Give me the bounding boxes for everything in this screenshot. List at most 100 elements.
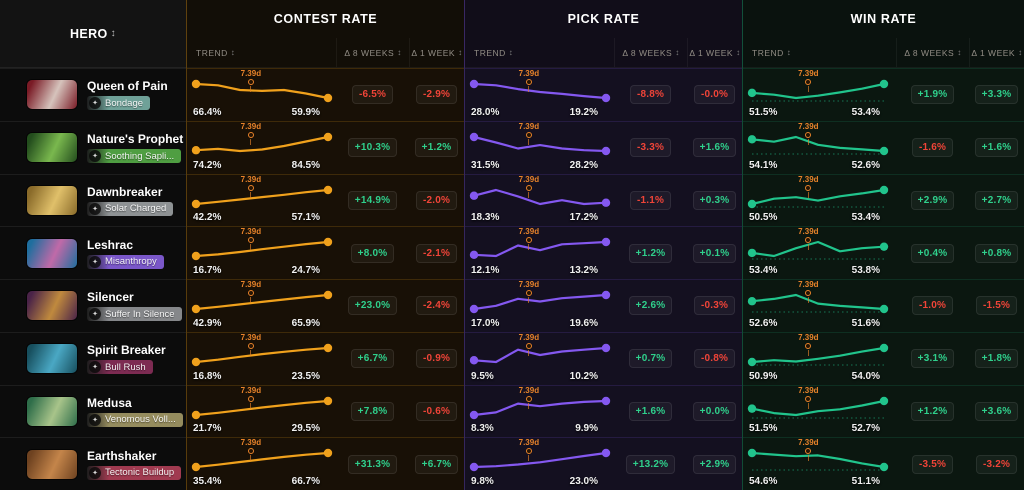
pick-trend-chart[interactable]: 7.39d 17.0% 19.6%	[465, 279, 614, 332]
pick-trend-chart[interactable]: 7.39d 9.8% 23.0%	[465, 437, 614, 490]
delta-badge: +2.7%	[974, 190, 1019, 210]
hero-cell[interactable]: Earthshaker ✦ Tectonic Buildup	[0, 437, 186, 490]
facet-badge: ✦ Tectonic Buildup	[87, 465, 182, 480]
contest-trend-chart[interactable]: 7.39d 66.4% 59.9%	[187, 68, 336, 121]
patch-dot-icon	[805, 395, 812, 402]
patch-marker: 7.39d	[519, 281, 539, 303]
win-delta-8w-cell: +1.2%	[896, 384, 969, 438]
hero-cell[interactable]: Queen of Pain ✦ Bondage	[0, 68, 186, 121]
hero-cell[interactable]: Dawnbreaker ✦ Solar Charged	[0, 173, 186, 227]
trend-start-value: 51.5%	[749, 106, 778, 118]
pick-trend-chart[interactable]: 7.39d 12.1% 13.2%	[465, 226, 614, 279]
hero-info: Dawnbreaker ✦ Solar Charged	[87, 185, 174, 216]
win-rate-cells: 7.39d 54.1% 52.6% -1.6% +1.6%	[742, 120, 1024, 174]
win-trend-chart[interactable]: 7.39d 50.9% 54.0%	[743, 331, 896, 385]
table-row[interactable]: Nature's Prophet ✦ Soothing Sapli... 7.3…	[0, 120, 1024, 174]
sparkline	[747, 449, 889, 472]
column-header-trend[interactable]: TREND ↕	[196, 47, 236, 58]
contest-trend-chart[interactable]: 7.39d 42.9% 65.9%	[187, 279, 336, 332]
delta-badge: -8.8%	[629, 85, 672, 105]
hero-cell[interactable]: Medusa ✦ Venomous Voll...	[0, 384, 186, 438]
win-trend-chart[interactable]: 7.39d 51.5% 53.4%	[743, 68, 896, 121]
patch-marker: 7.39d	[519, 333, 539, 356]
facet-icon: ✦	[89, 361, 101, 374]
contest-trend-chart[interactable]: 7.39d 21.7% 29.5%	[187, 384, 336, 438]
column-header-delta-1-week[interactable]: Δ 1 WEEK ↕	[687, 38, 742, 67]
patch-dot-icon	[247, 342, 254, 349]
trend-end-value: 13.2%	[569, 265, 598, 276]
table-row[interactable]: Silencer ✦ Suffer In Silence 7.39d 42.9%…	[0, 279, 1024, 332]
win-rate-cells: 7.39d 51.5% 52.7% +1.2% +3.6%	[742, 384, 1024, 438]
contest-trend-chart[interactable]: 7.39d 16.7% 24.7%	[187, 226, 336, 279]
hero-column-label: HERO	[69, 26, 108, 41]
hero-portrait	[27, 80, 77, 110]
hero-cell[interactable]: Leshrac ✦ Misanthropy	[0, 226, 186, 279]
column-header-delta-8-weeks[interactable]: Δ 8 WEEKS ↕	[896, 38, 969, 67]
pick-rate-cells: 7.39d 17.0% 19.6% +2.6% -0.3%	[464, 279, 742, 332]
pick-delta-8w-cell: +1.2%	[614, 226, 687, 279]
facet-badge: ✦ Bondage	[87, 96, 151, 111]
hero-cell[interactable]: Spirit Breaker ✦ Bull Rush	[0, 331, 186, 385]
contest-delta-8w-cell: +14.9%	[336, 173, 409, 227]
win-trend-chart[interactable]: 7.39d 54.1% 52.6%	[743, 120, 896, 174]
pick-delta-8w-cell: +0.7%	[614, 331, 687, 385]
pick-trend-chart[interactable]: 7.39d 18.3% 17.2%	[465, 173, 614, 227]
contest-trend-chart[interactable]: 7.39d 74.2% 84.5%	[187, 120, 336, 174]
table-row[interactable]: Dawnbreaker ✦ Solar Charged 7.39d 42.2% …	[0, 173, 1024, 227]
sort-icon: ↕	[786, 48, 792, 57]
trend-start-value: 66.4%	[193, 106, 222, 118]
table-row[interactable]: Spirit Breaker ✦ Bull Rush 7.39d 16.8% 2…	[0, 331, 1024, 385]
pick-trend-chart[interactable]: 7.39d 31.5% 28.2%	[465, 120, 614, 174]
win-trend-chart[interactable]: 7.39d 50.5% 53.4%	[743, 173, 896, 227]
trend-end-value: 9.9%	[575, 423, 598, 435]
contest-rate-cells: 7.39d 16.7% 24.7% +8.0% -2.1%	[186, 226, 464, 279]
delta-badge: +6.7%	[414, 454, 459, 474]
sort-icon: ↕	[736, 48, 741, 57]
trend-end-value: 52.6%	[851, 159, 880, 171]
contest-rate-cells: 7.39d 16.8% 23.5% +6.7% -0.9%	[186, 331, 464, 385]
column-header-trend[interactable]: TREND ↕	[752, 47, 792, 58]
patch-dot-icon	[247, 184, 254, 191]
hero-cell[interactable]: Silencer ✦ Suffer In Silence	[0, 279, 186, 332]
column-header-delta-1-week[interactable]: Δ 1 WEEK ↕	[969, 38, 1024, 67]
pick-trend-chart[interactable]: 7.39d 28.0% 19.2%	[465, 68, 614, 121]
table-row[interactable]: Medusa ✦ Venomous Voll... 7.39d 21.7% 29…	[0, 384, 1024, 438]
column-header-trend[interactable]: TREND ↕	[474, 47, 514, 58]
pick-rate-cells: 7.39d 9.5% 10.2% +0.7% -0.8%	[464, 331, 742, 385]
win-trend-chart[interactable]: 7.39d 54.6% 51.1%	[743, 437, 896, 490]
contest-trend-chart[interactable]: 7.39d 16.8% 23.5%	[187, 331, 336, 385]
patch-tick	[807, 138, 809, 145]
win-trend-chart[interactable]: 7.39d 53.4% 53.8%	[743, 226, 896, 279]
column-header-delta-1-week[interactable]: Δ 1 WEEK ↕	[409, 38, 464, 67]
patch-marker: 7.39d	[241, 439, 261, 462]
patch-marker: 7.39d	[241, 175, 261, 198]
table-row[interactable]: Leshrac ✦ Misanthropy 7.39d 16.7% 24.7%	[0, 226, 1024, 279]
win-trend-chart[interactable]: 7.39d 52.6% 51.6%	[743, 279, 896, 332]
hero-cell[interactable]: Nature's Prophet ✦ Soothing Sapli...	[0, 120, 186, 174]
hero-portrait	[27, 185, 77, 215]
trend-end-value: 24.7%	[291, 265, 320, 276]
contest-delta-8w-cell: +31.3%	[336, 437, 409, 490]
pick-trend-chart[interactable]: 7.39d 9.5% 10.2%	[465, 331, 614, 385]
patch-dot-icon	[525, 342, 532, 349]
contest-trend-chart[interactable]: 7.39d 42.2% 57.1%	[187, 173, 336, 227]
trend-end-value: 65.9%	[291, 317, 320, 329]
patch-dot-icon	[525, 184, 532, 191]
table-row[interactable]: Earthshaker ✦ Tectonic Buildup 7.39d 35.…	[0, 437, 1024, 490]
hero-name: Nature's Prophet	[87, 132, 184, 147]
trend-start-value: 42.2%	[193, 212, 222, 224]
patch-dot-icon	[525, 237, 532, 244]
win-trend-chart[interactable]: 7.39d 51.5% 52.7%	[743, 384, 896, 438]
win-rate-cells: 7.39d 50.9% 54.0% +3.1% +1.8%	[742, 331, 1024, 385]
win-delta-1w-cell: +3.6%	[969, 384, 1024, 438]
win-delta-1w-cell: +0.8%	[969, 226, 1024, 279]
contest-delta-1w-cell: +6.7%	[409, 437, 464, 490]
table-row[interactable]: Queen of Pain ✦ Bondage 7.39d 66.4% 59.9…	[0, 68, 1024, 121]
delta-badge: +1.2%	[414, 138, 459, 158]
column-header-hero[interactable]: HERO ↕	[0, 0, 186, 68]
column-header-delta-8-weeks[interactable]: Δ 8 WEEKS ↕	[336, 38, 409, 67]
contest-trend-chart[interactable]: 7.39d 35.4% 66.7%	[187, 437, 336, 490]
column-header-delta-8-weeks[interactable]: Δ 8 WEEKS ↕	[614, 38, 687, 67]
trend-end-value: 19.2%	[569, 106, 598, 118]
pick-trend-chart[interactable]: 7.39d 8.3% 9.9%	[465, 384, 614, 438]
